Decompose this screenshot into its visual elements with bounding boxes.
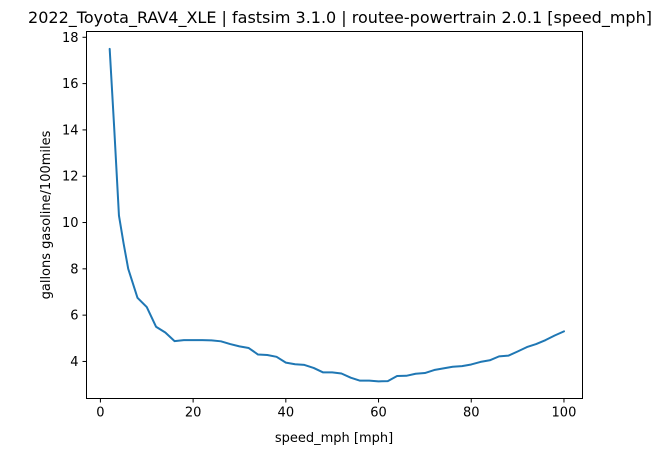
x-tick-label: 20 (185, 406, 202, 421)
y-tick-label: 6 (70, 309, 78, 324)
series-line-0 (108, 47, 565, 383)
x-tick-label: 80 (463, 406, 480, 421)
y-tick-label: 14 (62, 123, 79, 138)
y-tick-label: 18 (62, 31, 79, 46)
x-tick-label: 40 (278, 406, 295, 421)
y-tick-label: 4 (70, 355, 78, 370)
x-axis: 0 20 40 60 80 100 (96, 398, 577, 421)
plot-area (86, 31, 583, 399)
x-tick-label: 100 (552, 406, 577, 421)
series-group (108, 47, 565, 383)
axes-frame (86, 31, 583, 399)
y-axis-label: gallons gasoline/100miles (39, 130, 54, 299)
y-axis: 4 6 8 10 12 14 16 18 (62, 31, 87, 370)
x-axis-label: speed_mph [mph] (275, 431, 393, 446)
y-tick-label: 16 (62, 77, 79, 92)
y-tick-label: 10 (62, 216, 79, 231)
x-tick-label: 60 (370, 406, 387, 421)
chart-title: 2022_Toyota_RAV4_XLE | fastsim 3.1.0 | r… (28, 8, 652, 28)
x-tick-label: 0 (96, 406, 104, 421)
y-tick-label: 8 (70, 262, 78, 277)
y-tick-label: 12 (62, 170, 79, 185)
